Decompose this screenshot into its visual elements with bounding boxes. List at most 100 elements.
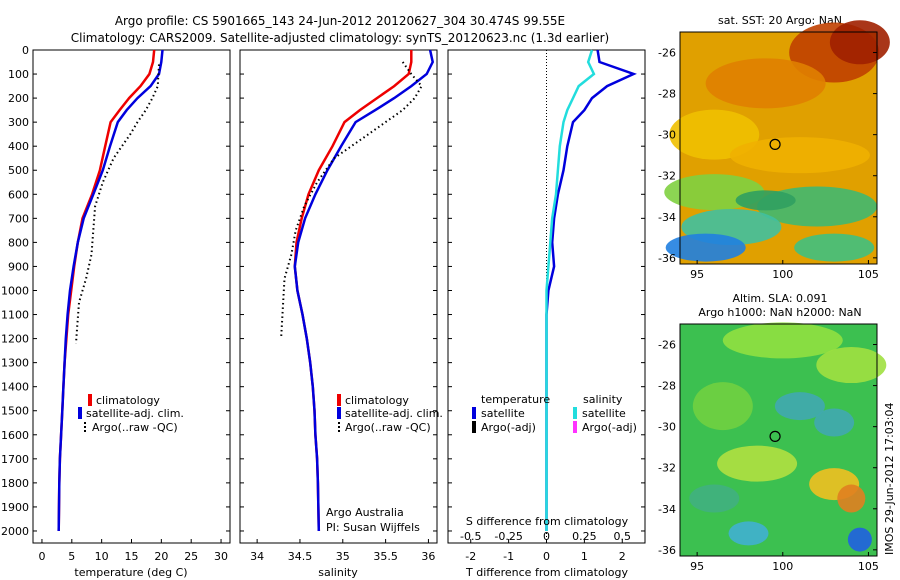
- map-blob: [692, 382, 753, 431]
- map-blob: [794, 233, 875, 262]
- sla-map-title-1: Altim. SLA: 0.091: [732, 292, 827, 305]
- legend-label-argo: Argo(..raw -QC): [345, 421, 431, 434]
- series-argo-raw: [75, 64, 160, 344]
- legend-label-satellite: satellite-adj. clim.: [345, 407, 443, 420]
- legend-swatch-satellite: [337, 407, 341, 419]
- x-tick-label: -1: [503, 550, 514, 563]
- map-x-tick-label: 95: [690, 268, 704, 281]
- timestamp-label: IMOS 29-Jun-2012 17:03:04: [883, 402, 896, 555]
- depth-tick-label: 1000: [1, 284, 29, 297]
- map-y-tick-label: -26: [658, 47, 676, 60]
- legend-title-salinity: salinity: [583, 393, 623, 406]
- depth-tick-label: 2000: [1, 525, 29, 538]
- map-y-tick-label: -32: [658, 170, 676, 183]
- map-blob: [816, 347, 887, 384]
- legend-swatch-argo: [338, 422, 340, 424]
- map-blob: [837, 484, 866, 513]
- argo-float-marker: [769, 138, 781, 150]
- map-y-tick-label: -26: [658, 339, 676, 352]
- series-salinity-satellite: [545, 49, 596, 531]
- map-x-tick-label: 95: [690, 560, 704, 573]
- map-x-tick-label: 105: [858, 268, 879, 281]
- legend-label-s-argo: Argo(-adj): [582, 421, 637, 434]
- map-blob: [774, 392, 825, 421]
- legend-label-t-argo: Argo(-adj): [481, 421, 536, 434]
- map-blob: [847, 527, 872, 552]
- legend-title-temperature: temperature: [481, 393, 550, 406]
- depth-tick-label: 400: [8, 140, 29, 153]
- x-tick-label: 2: [619, 550, 626, 563]
- argo-float-marker: [769, 430, 781, 442]
- salinity-xlabel: salinity: [318, 566, 358, 579]
- map-y-tick-label: -28: [658, 88, 676, 101]
- x-tick-label: -2: [465, 550, 476, 563]
- series-climatology: [57, 49, 156, 532]
- pi-label: PI: Susan Wijffels: [326, 521, 420, 534]
- series-temperature-satellite: [545, 49, 637, 531]
- x-tick-label: 10: [95, 550, 109, 563]
- x-tick-label: 25: [184, 550, 198, 563]
- sst-map-field: [664, 20, 890, 262]
- x2-tick-label: 0.25: [572, 530, 597, 543]
- depth-tick-label: 500: [8, 164, 29, 177]
- x2-tick-label: -0.25: [494, 530, 522, 543]
- series-satellite-adj-clim-: [57, 49, 164, 532]
- legend-swatch-climatology: [88, 394, 92, 406]
- salinity-legend: climatology satellite-adj. clim. Argo(..…: [337, 394, 443, 434]
- depth-tick-label: 1900: [1, 501, 29, 514]
- map-x-tick-label: 105: [858, 560, 879, 573]
- title-line-1: Argo profile: CS 5901665_143 24-Jun-2012…: [115, 14, 565, 28]
- temperature-legend: climatology satellite-adj. clim. Argo(..…: [78, 394, 184, 434]
- legend-swatch-argo: [84, 430, 86, 432]
- map-y-tick-label: -30: [658, 421, 676, 434]
- sst-map-title: sat. SST: 20 Argo: NaN: [718, 14, 842, 27]
- map-y-tick-label: -36: [658, 544, 676, 557]
- difference-xlabel: T difference from climatology: [465, 566, 628, 579]
- sst-map-frame: [679, 31, 878, 265]
- sla-map-field: [689, 322, 887, 552]
- legend-swatch-climatology: [337, 394, 341, 406]
- map-blob: [717, 445, 798, 482]
- depth-tick-label: 1100: [1, 309, 29, 322]
- depth-tick-label: 1500: [1, 405, 29, 418]
- map-blob: [705, 58, 826, 109]
- map-blob: [722, 322, 843, 359]
- series-argo-raw: [280, 61, 423, 339]
- depth-tick-label: 1400: [1, 381, 29, 394]
- map-y-tick-label: -36: [658, 252, 676, 265]
- x-tick-label: 1: [581, 550, 588, 563]
- salinity-difference-xlabel: S difference from climatology: [466, 515, 629, 528]
- x-tick-label: 36: [421, 550, 435, 563]
- legend-swatch-s-argo: [573, 421, 577, 433]
- legend-label-climatology: climatology: [96, 394, 160, 407]
- x-tick-label: 34.5: [288, 550, 313, 563]
- x2-tick-label: 0.5: [614, 530, 632, 543]
- depth-tick-label: 700: [8, 212, 29, 225]
- legend-swatch-t-argo: [472, 421, 476, 433]
- owner-label: Argo Australia: [326, 506, 404, 519]
- legend-label-climatology: climatology: [345, 394, 409, 407]
- sla-map-title-2: Argo h1000: NaN h2000: NaN: [698, 306, 861, 319]
- legend-swatch-argo: [338, 430, 340, 432]
- sst-map-ticks: 95 100 105 -26 -28 -30 -32 -34 -36: [658, 47, 879, 281]
- map-y-tick-label: -32: [658, 462, 676, 475]
- map-y-tick-label: -34: [658, 503, 676, 516]
- legend-swatch-t-satellite: [472, 407, 476, 419]
- x2-tick-label: -0.5: [460, 530, 481, 543]
- depth-tick-label: 100: [8, 68, 29, 81]
- x-tick-label: 15: [125, 550, 139, 563]
- title-line-2: Climatology: CARS2009. Satellite-adjuste…: [71, 31, 609, 45]
- map-x-tick-label: 100: [772, 268, 793, 281]
- map-blob: [665, 233, 746, 262]
- legend-label-argo: Argo(..raw -QC): [92, 421, 178, 434]
- depth-tick-label: 1200: [1, 333, 29, 346]
- map-blob: [814, 408, 855, 437]
- sla-map-frame: [679, 323, 878, 557]
- depth-tick-label: 900: [8, 260, 29, 273]
- depth-tick-label: 200: [8, 92, 29, 105]
- x-tick-label: 30: [214, 550, 228, 563]
- x-tick-label: 0: [543, 550, 550, 563]
- map-blob: [735, 190, 796, 211]
- x-tick-label: 35: [336, 550, 350, 563]
- legend-label-s-satellite: satellite: [582, 407, 626, 420]
